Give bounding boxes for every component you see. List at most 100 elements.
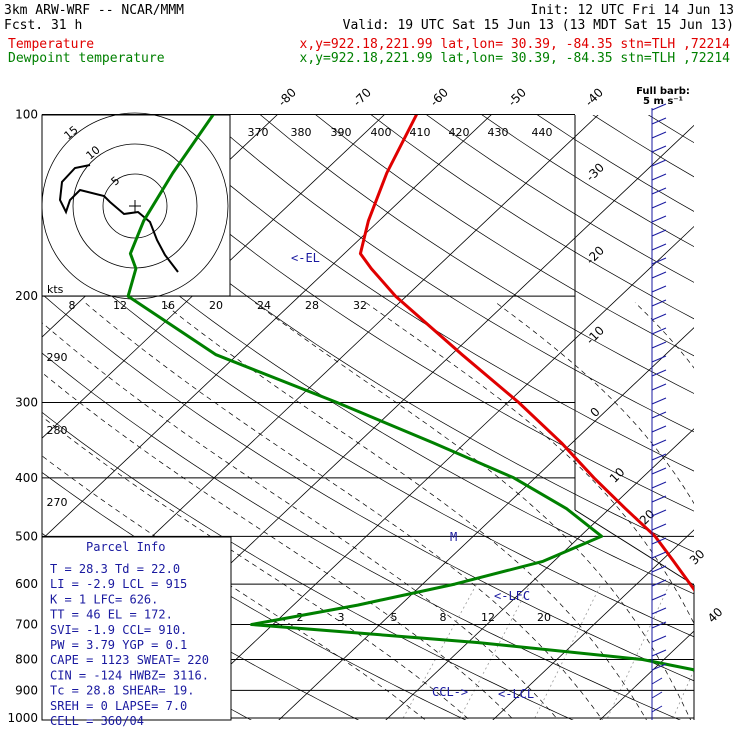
wind-barb xyxy=(651,229,667,237)
wind-barb xyxy=(651,691,663,699)
isotherm-line xyxy=(492,529,694,720)
wind-barb xyxy=(651,705,663,713)
dewpoint-profile-line xyxy=(126,115,694,672)
level-annotation: <-LFC xyxy=(494,589,530,603)
pressure-tick-label: 900 xyxy=(15,683,38,697)
temperature-tick-label: -50 xyxy=(505,85,529,109)
level-annotations: <-EL <-LFC <-LCL CCL-> M xyxy=(291,251,534,701)
theta-tick-label: 430 xyxy=(488,126,509,139)
temperature-series-name: Temperature xyxy=(8,37,94,52)
theta-tick-label: 280 xyxy=(47,424,68,437)
wind-barb xyxy=(651,593,667,601)
wind-barb xyxy=(651,621,667,629)
parcel-row: CELL = 360/04 xyxy=(50,714,144,728)
parcel-info-panel: Parcel Info T = 28.3 Td = 22.0LI = -2.9 L… xyxy=(41,536,232,728)
parcel-row: TT = 46 EL = 172. xyxy=(50,608,173,622)
wind-barb xyxy=(651,131,667,139)
dry-adiabat-line xyxy=(315,115,694,357)
wind-barb xyxy=(651,551,667,559)
mixing-ratio-label: 12 xyxy=(481,611,495,624)
pressure-tick-label: 200 xyxy=(15,289,38,303)
parcel-row: T = 28.3 Td = 22.0 xyxy=(50,562,180,576)
wind-barb xyxy=(651,201,667,209)
wind-barb xyxy=(651,299,667,307)
temperature-tick-label: -60 xyxy=(427,85,451,109)
dry-adiabat-line xyxy=(42,117,694,553)
wind-barb xyxy=(651,635,667,643)
wind-barb xyxy=(651,383,667,391)
pressure-tick-label: 300 xyxy=(15,395,38,409)
wind-barb xyxy=(651,271,667,279)
wind-barb xyxy=(651,369,667,377)
wind-barb xyxy=(651,187,667,195)
dry-adiabat-line xyxy=(149,115,694,472)
theta-tick-label: 410 xyxy=(410,126,431,139)
wind-barb xyxy=(651,327,667,335)
hodograph-trace xyxy=(58,164,179,273)
theta-tick-label: 370 xyxy=(248,126,269,139)
hodograph-speed-tick: 32 xyxy=(353,299,367,312)
wind-barb xyxy=(651,677,663,685)
isotherm-line xyxy=(42,115,385,439)
wind-barb xyxy=(651,523,667,531)
dry-adiabat-line xyxy=(42,411,574,720)
wind-barb xyxy=(651,453,667,461)
isotherm-line xyxy=(695,87,740,731)
pressure-tick-label: 100 xyxy=(15,108,38,122)
hodograph-speed-tick: 24 xyxy=(257,299,271,312)
wind-key-scale: 5 m s⁻¹ xyxy=(643,96,683,107)
wind-barb xyxy=(651,649,667,657)
pressure-tick-label: 1000 xyxy=(7,711,38,725)
temperature-tick-label: 40 xyxy=(705,605,726,626)
mixing-ratio-line xyxy=(402,583,477,719)
hodograph-speed-tick: 20 xyxy=(209,299,223,312)
temperature-location-info: x,y=922.18,221.99 lat,lon= 30.39, -84.35… xyxy=(300,37,731,52)
init-time: Init: 12 UTC Fri 14 Jun 13 xyxy=(531,3,735,18)
dry-adiabat-line xyxy=(42,352,681,720)
parcel-row: CAPE = 1123 SWEAT= 220 xyxy=(50,653,209,667)
isotherm-line xyxy=(171,225,694,720)
dry-adiabat-line xyxy=(260,115,694,394)
pressure-tick-label: 500 xyxy=(15,529,38,543)
wind-barb xyxy=(651,509,667,517)
mixing-ratio-line xyxy=(459,583,531,719)
wind-barb xyxy=(651,173,667,181)
mixing-ratio-label: 20 xyxy=(537,611,551,624)
wind-barb xyxy=(651,425,667,433)
pressure-tick-label: 700 xyxy=(15,618,38,632)
pressure-tick-label: 800 xyxy=(15,653,38,667)
theta-tick-label: 380 xyxy=(291,126,312,139)
hodograph-speed-tick: 16 xyxy=(161,299,175,312)
parcel-row: SREH = 0 LAPSE= 7.0 xyxy=(50,699,187,713)
wind-barb xyxy=(651,145,667,153)
dry-adiabat-line xyxy=(712,87,740,731)
parcel-row: CIN = -124 HWBZ= 3116. xyxy=(50,668,209,682)
dry-adiabat-line xyxy=(42,176,694,595)
level-annotation: <-EL xyxy=(291,251,320,265)
hodograph-speed-label: kts xyxy=(47,283,64,296)
theta-tick-label: 400 xyxy=(371,126,392,139)
temperature-profile-line xyxy=(358,115,694,592)
forecast-hour: Fcst. 31 h xyxy=(4,18,82,33)
wind-barb xyxy=(651,103,667,111)
isotherm-line xyxy=(385,428,694,720)
wind-barb xyxy=(651,467,667,475)
dewpoint-location-info: x,y=922.18,221.99 lat,lon= 30.39, -84.35… xyxy=(300,51,731,66)
wind-barb xyxy=(651,481,667,489)
temperature-tick-label: -70 xyxy=(350,85,374,109)
theta-tick-label: 420 xyxy=(449,126,470,139)
wind-barb xyxy=(651,341,667,349)
parcel-row: LI = -2.9 LCL = 915 xyxy=(50,577,187,591)
pressure-tick-label: 600 xyxy=(15,577,38,591)
dewpoint-series-name: Dewpoint temperature xyxy=(8,51,165,66)
wind-barb xyxy=(651,285,667,293)
theta-tick-label: 270 xyxy=(47,496,68,509)
wind-barb xyxy=(651,607,667,615)
mixing-ratio-label: 2 xyxy=(297,611,304,624)
profile-lines xyxy=(126,115,694,672)
wind-barb xyxy=(651,439,667,447)
mixing-ratio-label: 5 xyxy=(391,611,398,624)
wind-barb xyxy=(651,411,667,419)
pressure-tick-label: 400 xyxy=(15,471,38,485)
parcel-row: PW = 3.79 YGP = 0.1 xyxy=(50,638,187,652)
